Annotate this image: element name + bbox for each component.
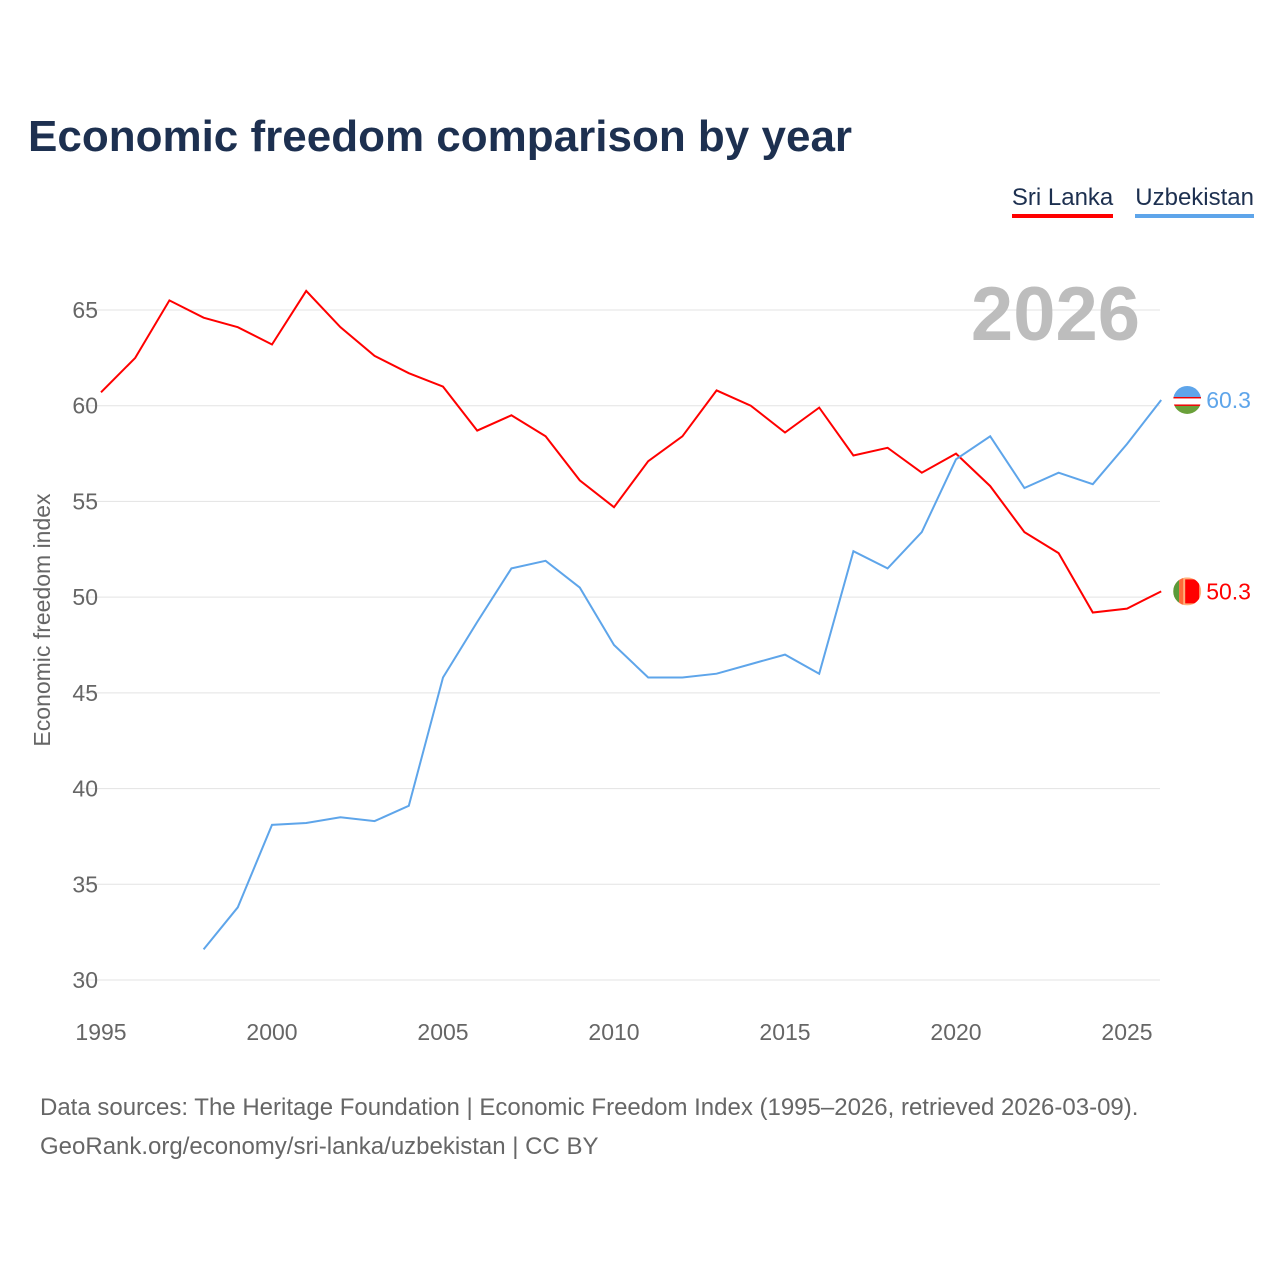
x-tick-label: 2025 [1101, 1019, 1152, 1045]
footer: Data sources: The Heritage Foundation | … [40, 1088, 1138, 1166]
y-tick-label: 40 [72, 776, 98, 802]
x-tick-label: 2015 [759, 1019, 810, 1045]
year-label: 2026 [971, 272, 1140, 357]
line-chart: 30 35 40 45 50 55 60 65 1995 2000 2005 2010 2015 2020… [29, 272, 1251, 1045]
end-value-label: 50.3 [1206, 578, 1251, 604]
legend-uzbekistan[interactable]: Uzbekistan [1135, 184, 1254, 218]
series-line-sri-lanka[interactable] [100, 289, 1162, 614]
y-tick-label: 35 [72, 871, 98, 897]
x-tick-label: 2000 [246, 1019, 297, 1045]
x-tick-label: 2020 [930, 1019, 981, 1045]
legend: Sri Lanka Uzbekistan [1011, 184, 1254, 218]
y-tick-label: 30 [72, 967, 98, 993]
source-link[interactable]: GeoRank.org/economy/sri-lanka/uzbekistan… [40, 1133, 599, 1160]
x-tick-label: 1995 [75, 1019, 126, 1045]
y-tick-label: 55 [72, 488, 98, 514]
data-source-text: Data sources: The Heritage Foundation | … [40, 1094, 1139, 1121]
series-line-uzbekistan[interactable] [202, 399, 1162, 951]
uzbekistan-flag-icon [1173, 385, 1202, 414]
legend-sri-lanka[interactable]: Sri Lanka [1011, 184, 1114, 218]
y-tick-label: 45 [72, 680, 98, 706]
y-axis-label: Economic freedom index [29, 493, 55, 747]
y-tick-label: 50 [72, 584, 98, 610]
end-value-label: 60.3 [1206, 387, 1251, 413]
x-tick-label: 2005 [417, 1019, 468, 1045]
sri-lanka-flag-icon [1173, 577, 1202, 606]
y-tick-label: 60 [72, 393, 98, 419]
x-tick-label: 2010 [588, 1019, 639, 1045]
y-tick-label: 65 [72, 297, 98, 323]
chart-title: Economic freedom comparison by year [28, 112, 853, 161]
